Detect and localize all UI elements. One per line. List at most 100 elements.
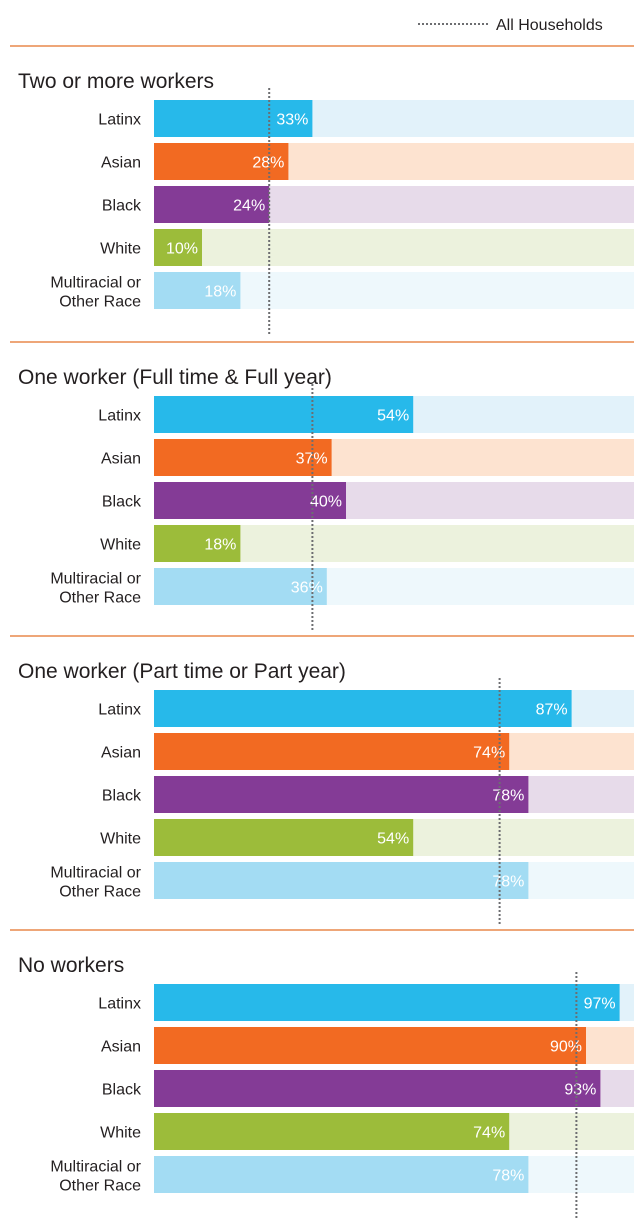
panel-title: Two or more workers [18, 70, 214, 93]
value-label: 40% [310, 494, 342, 511]
bar-row: Asian 28% [101, 143, 634, 180]
category-label: Black [102, 494, 142, 511]
value-label: 74% [473, 745, 505, 762]
legend-label: All Households [496, 17, 603, 34]
bar [154, 1156, 529, 1193]
panel-4: No workers Latinx 97% Asian 90% Black 93% White… [10, 929, 634, 1218]
value-label: 28% [252, 155, 284, 172]
category-label: Multiracial or Other Race [50, 865, 141, 901]
panel-title: One worker (Full time & Full year) [18, 366, 332, 389]
legend: All Households [418, 17, 603, 34]
category-label-line: Multiracial or [50, 1159, 141, 1176]
bar-row: Multiracial or Other Race 18% [50, 272, 634, 311]
category-label: Asian [101, 745, 141, 762]
panel-title: One worker (Part time or Part year) [18, 660, 346, 683]
category-label: Multiracial or Other Race [50, 275, 141, 311]
bar-row: Black 78% [102, 776, 634, 813]
bar [154, 525, 241, 562]
category-label: White [100, 1125, 141, 1142]
value-label: 36% [291, 580, 323, 597]
bar [154, 1113, 510, 1150]
bar [154, 733, 510, 770]
panel-3: One worker (Part time or Part year) Latin… [10, 635, 634, 924]
value-label: 18% [204, 537, 236, 554]
bar-row: Latinx 33% [98, 100, 634, 137]
bar-row: Black 24% [102, 186, 634, 223]
value-label: 78% [492, 874, 524, 891]
bar-row: White 74% [100, 1113, 634, 1150]
bar [154, 396, 414, 433]
bar [154, 862, 529, 899]
category-label: White [100, 537, 141, 554]
bar [154, 186, 270, 223]
value-label: 90% [550, 1039, 582, 1056]
bar-row: Asian 74% [101, 733, 634, 770]
bar [154, 776, 529, 813]
category-label: Multiracial or Other Race [50, 571, 141, 607]
bar-row: Multiracial or Other Race 78% [50, 862, 634, 901]
value-label: 78% [492, 1168, 524, 1185]
value-label: 97% [584, 996, 616, 1013]
category-label: Latinx [98, 996, 141, 1013]
category-label: Latinx [98, 702, 141, 719]
category-label-line: Multiracial or [50, 865, 141, 882]
panels: Two or more workers Latinx 33% Asian 28% Blac… [10, 45, 634, 1218]
value-label: 10% [166, 241, 198, 258]
category-label: Latinx [98, 408, 141, 425]
category-label: Black [102, 1082, 142, 1099]
bar-row: White 54% [100, 819, 634, 856]
bar-row: Black 40% [102, 482, 634, 519]
bar [154, 229, 202, 266]
value-label: 33% [276, 112, 308, 129]
category-label-line: Other Race [59, 590, 141, 607]
value-label: 87% [536, 702, 568, 719]
bar-row: Latinx 54% [98, 396, 634, 433]
category-label: Black [102, 788, 142, 805]
bar [154, 482, 346, 519]
bar-row: Asian 90% [101, 1027, 634, 1064]
value-label: 37% [296, 451, 328, 468]
bar-row: Latinx 97% [98, 984, 634, 1021]
bar-row: Multiracial or Other Race 78% [50, 1156, 634, 1195]
bar [154, 984, 620, 1021]
bar-row: White 18% [100, 525, 634, 562]
bar-row: Latinx 87% [98, 690, 634, 727]
category-label: Asian [101, 451, 141, 468]
bar-row: White 10% [100, 229, 634, 266]
bar [154, 1070, 601, 1107]
bar-row: Black 93% [102, 1070, 634, 1107]
bar [154, 272, 241, 309]
value-label: 93% [564, 1082, 596, 1099]
bar-track [154, 229, 634, 266]
category-label-line: Other Race [59, 294, 141, 311]
value-label: 54% [377, 831, 409, 848]
bar [154, 568, 327, 605]
category-label: Multiracial or Other Race [50, 1159, 141, 1195]
category-label-line: Multiracial or [50, 571, 141, 588]
value-label: 18% [204, 284, 236, 301]
value-label: 78% [492, 788, 524, 805]
bar [154, 1027, 586, 1064]
category-label: White [100, 241, 141, 258]
bar [154, 690, 572, 727]
bar [154, 143, 289, 180]
category-label: Asian [101, 155, 141, 172]
bar [154, 100, 313, 137]
panel-2: One worker (Full time & Full year) Latinx… [10, 341, 634, 630]
panel-title: No workers [18, 954, 124, 977]
category-label-line: Other Race [59, 1178, 141, 1195]
value-label: 24% [233, 198, 265, 215]
category-label-line: Other Race [59, 884, 141, 901]
category-label-line: Multiracial or [50, 275, 141, 292]
category-label: Black [102, 198, 142, 215]
bar-row: Asian 37% [101, 439, 634, 476]
category-label: Asian [101, 1039, 141, 1056]
value-label: 54% [377, 408, 409, 425]
category-label: Latinx [98, 112, 141, 129]
bar [154, 439, 332, 476]
bar [154, 819, 414, 856]
category-label: White [100, 831, 141, 848]
bar-row: Multiracial or Other Race 36% [50, 568, 634, 607]
panel-1: Two or more workers Latinx 33% Asian 28% Blac… [10, 45, 634, 334]
